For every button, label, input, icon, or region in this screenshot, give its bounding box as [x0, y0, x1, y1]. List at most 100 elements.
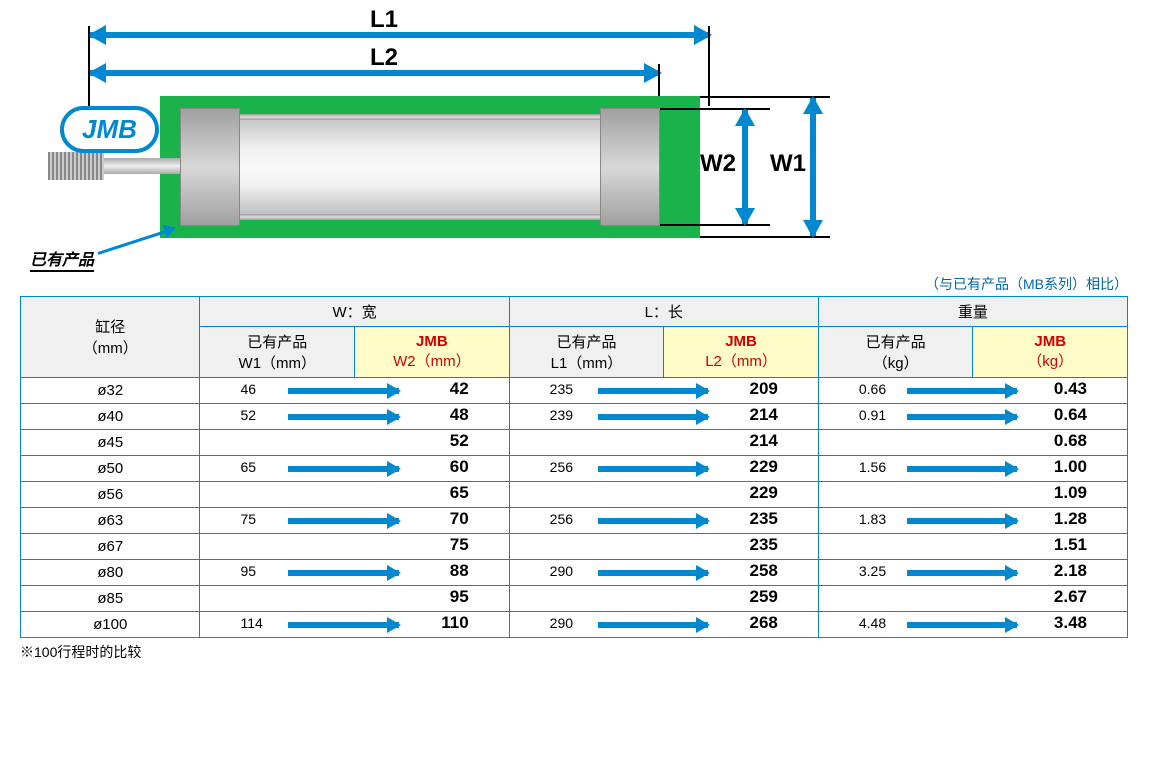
label-l2: L2 — [370, 44, 398, 72]
header-mass-group: 重量 — [818, 297, 1127, 327]
arrow-icon — [907, 518, 1017, 524]
arrow-icon — [598, 518, 708, 524]
value-pair-cell: 65 — [200, 482, 509, 508]
table-row: ø56652291.09 — [21, 482, 1128, 508]
old-value: 256 — [550, 459, 573, 475]
label-w2: W2 — [700, 150, 736, 178]
label-l1: L1 — [370, 6, 398, 34]
new-value: 52 — [450, 431, 469, 451]
bore-cell: ø100 — [21, 612, 200, 638]
value-pair-cell: 46 42 — [200, 378, 509, 404]
new-value: 1.00 — [1054, 457, 1087, 477]
new-value: 60 — [450, 457, 469, 477]
piston-rod — [90, 158, 190, 174]
new-value: 0.64 — [1054, 405, 1087, 425]
old-value: 239 — [550, 407, 573, 423]
value-pair-cell: 52 48 — [200, 404, 509, 430]
value-pair-cell: 1.51 — [818, 534, 1127, 560]
header-bore: 缸径 （mm） — [21, 297, 200, 378]
arrow-icon — [288, 518, 398, 524]
value-pair-cell: 0.910.64 — [818, 404, 1127, 430]
dimension-diagram: L1 L2 W2 W1 JMB 已有产品 — [20, 20, 840, 270]
value-pair-cell: 52 — [200, 430, 509, 456]
comparison-table: 缸径 （mm） W：宽 L：长 重量 已有产品 W1（mm） JMBW2（mm）… — [20, 296, 1128, 638]
old-value: 3.25 — [859, 563, 886, 579]
table-row: ø85 95 259 2.67 — [21, 586, 1128, 612]
value-pair-cell: 114110 — [200, 612, 509, 638]
new-value: 0.43 — [1054, 379, 1087, 399]
new-value: 0.68 — [1054, 431, 1087, 451]
value-pair-cell: 229 — [509, 482, 818, 508]
value-pair-cell: 235209 — [509, 378, 818, 404]
header-l-new: JMBL2（mm） — [664, 327, 819, 378]
value-pair-cell: 9588 — [200, 560, 509, 586]
value-pair-cell: 1.56 1.00 — [818, 456, 1127, 482]
old-value: 235 — [550, 381, 573, 397]
table-row: ø45522140.68 — [21, 430, 1128, 456]
bore-cell: ø85 — [21, 586, 200, 612]
arrow-w2 — [742, 110, 748, 224]
new-value: 2.18 — [1054, 561, 1087, 581]
arrow-icon — [598, 466, 708, 472]
value-pair-cell: 95 — [200, 586, 509, 612]
bore-cell: ø50 — [21, 456, 200, 482]
new-value: 48 — [450, 405, 469, 425]
value-pair-cell: 0.68 — [818, 430, 1127, 456]
old-value: 1.56 — [859, 459, 886, 475]
value-pair-cell: 7570 — [200, 508, 509, 534]
old-value: 290 — [550, 563, 573, 579]
value-pair-cell: 0.660.43 — [818, 378, 1127, 404]
value-pair-cell: 290 268 — [509, 612, 818, 638]
old-value: 75 — [240, 511, 256, 527]
new-value: 110 — [441, 613, 468, 633]
old-value: 52 — [240, 407, 256, 423]
rod-cap — [600, 108, 660, 226]
value-pair-cell: 259 — [509, 586, 818, 612]
value-pair-cell: 3.25 2.18 — [818, 560, 1127, 586]
arrow-icon — [598, 388, 708, 394]
table-row: ø32 46 42 2352090.660.43 — [21, 378, 1128, 404]
arrow-icon — [907, 388, 1017, 394]
new-value: 95 — [450, 587, 469, 607]
value-pair-cell: 1.09 — [818, 482, 1127, 508]
value-pair-cell: 256235 — [509, 508, 818, 534]
new-value: 235 — [749, 535, 777, 555]
arrow-icon — [288, 466, 398, 472]
header-width-group: W：宽 — [200, 297, 509, 327]
value-pair-cell: 214 — [509, 430, 818, 456]
new-value: 268 — [749, 613, 777, 633]
value-pair-cell: 290258 — [509, 560, 818, 586]
value-pair-cell: 6560 — [200, 456, 509, 482]
compare-note: （与已有产品（MB系列）相比） — [20, 274, 1128, 294]
new-value: 1.28 — [1054, 509, 1087, 529]
header-w-old: 已有产品 W1（mm） — [200, 327, 355, 378]
new-value: 229 — [749, 483, 777, 503]
cylinder-tube — [230, 120, 610, 214]
existing-arrow — [98, 227, 175, 255]
new-value: 42 — [450, 379, 469, 399]
new-value: 235 — [749, 509, 777, 529]
existing-product-label: 已有产品 — [30, 246, 94, 272]
old-value: 4.48 — [859, 615, 886, 631]
old-value: 46 — [240, 381, 256, 397]
header-m-new: JMB（kg） — [973, 327, 1128, 378]
new-value: 259 — [749, 587, 777, 607]
arrow-icon — [907, 622, 1017, 628]
bore-cell: ø32 — [21, 378, 200, 404]
table-row: ø6375702562351.831.28 — [21, 508, 1128, 534]
value-pair-cell: 4.483.48 — [818, 612, 1127, 638]
arrow-icon — [288, 388, 398, 394]
head-cap — [180, 108, 240, 226]
arrow-icon — [907, 414, 1017, 420]
new-value: 1.51 — [1054, 535, 1087, 555]
value-pair-cell: 235 — [509, 534, 818, 560]
header-length-group: L：长 — [509, 297, 818, 327]
header-w-new: JMBW2（mm） — [355, 327, 510, 378]
bore-cell: ø80 — [21, 560, 200, 586]
value-pair-cell: 2.67 — [818, 586, 1127, 612]
arrow-icon — [907, 570, 1017, 576]
ext-line — [708, 26, 710, 106]
footnote: ※100行程时的比较 — [20, 642, 1131, 662]
old-value: 290 — [550, 615, 573, 631]
jmb-badge: JMB — [60, 106, 159, 153]
